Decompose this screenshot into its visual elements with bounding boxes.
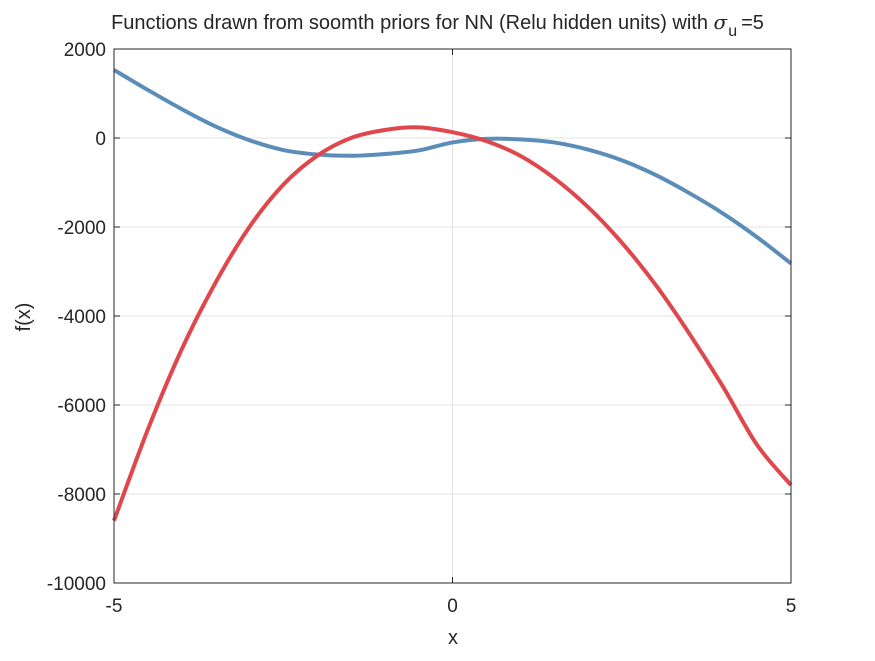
- y-tick-label: -2000: [57, 218, 106, 239]
- chart-title-suffix: =5: [741, 12, 764, 34]
- x-tick-label: -5: [106, 596, 123, 617]
- y-axis-label: f(x): [13, 303, 35, 332]
- y-tick-label: -4000: [57, 307, 106, 328]
- x-tick-label: 5: [786, 596, 797, 617]
- x-tick-label: 0: [447, 596, 458, 617]
- x-axis-label: x: [448, 627, 458, 649]
- series-line-2: [112, 125, 793, 522]
- chart-title-text: Functions drawn from soomth priors for N…: [111, 12, 708, 34]
- series-line-1: [112, 68, 793, 266]
- tick-label-layer: -5 0 5 2000 0 -2000 -4000 -6000 -8000 -10000: [47, 40, 796, 617]
- y-tick-label: -10000: [47, 574, 106, 595]
- axes-layer: [113, 48, 792, 584]
- series-layer: [112, 68, 793, 522]
- y-tick-label: -8000: [57, 485, 106, 506]
- chart-title-subscript: u: [728, 23, 738, 40]
- chart-title-symbol: σ: [713, 10, 728, 34]
- y-tick-label: 2000: [64, 40, 106, 61]
- grid-layer: [113, 48, 792, 584]
- chart-title: Functions drawn from soomth priors for N…: [0, 10, 875, 40]
- y-tick-label: 0: [95, 129, 106, 150]
- y-tick-label: -6000: [57, 396, 106, 417]
